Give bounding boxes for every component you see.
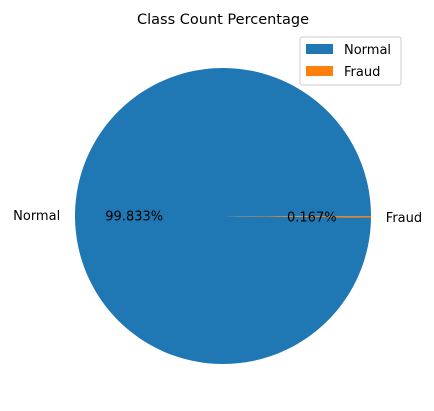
- legend-label-fraud: Fraud: [344, 65, 380, 80]
- percent-label-normal: 99.833%: [105, 210, 163, 225]
- legend-swatch-fraud: [306, 66, 333, 76]
- legend-swatch-normal: [306, 44, 333, 54]
- category-label-fraud: Fraud: [386, 211, 422, 226]
- legend: Normal Fraud: [299, 36, 402, 86]
- pie-slice-fraud: [223, 216, 371, 218]
- pie-labels: Normal 99.833% Fraud 0.167%: [13, 209, 422, 226]
- percent-label-fraud: 0.167%: [287, 210, 337, 225]
- pie-slices: [75, 67, 372, 364]
- legend-label-normal: Normal: [344, 43, 391, 58]
- pie-slice-normal: [75, 67, 372, 364]
- category-label-normal: Normal: [13, 209, 60, 224]
- chart-title: Class Count Percentage: [137, 12, 309, 28]
